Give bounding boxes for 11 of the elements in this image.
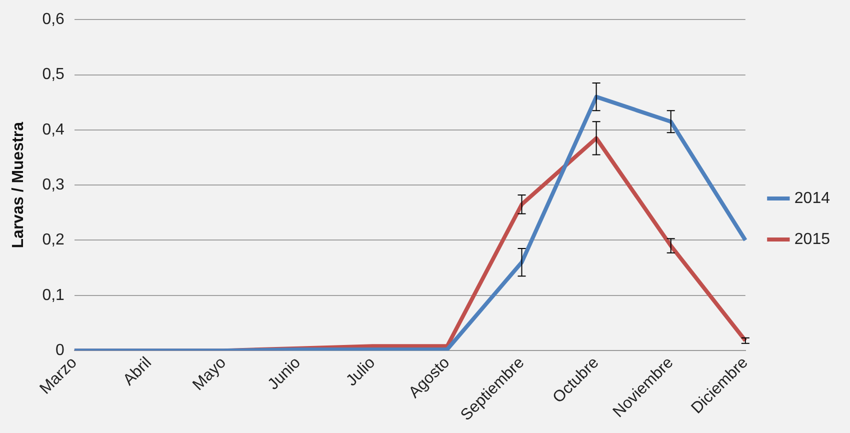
- y-tick-label: 0,5: [42, 66, 65, 84]
- x-tick-label: Julio: [343, 354, 379, 390]
- legend-label: 2014: [794, 190, 830, 207]
- y-tick-label: 0,2: [42, 232, 65, 249]
- y-tick-label: 0,1: [42, 286, 65, 304]
- y-tick-label: 0,6: [42, 11, 65, 28]
- y-tick-label: 0,3: [42, 176, 65, 194]
- y-axis-title: Larvas / Muestra: [10, 122, 28, 248]
- y-tick-label: 0: [56, 342, 65, 359]
- y-tick-label: 0,4: [42, 121, 65, 138]
- legend-label: 2015: [794, 230, 830, 248]
